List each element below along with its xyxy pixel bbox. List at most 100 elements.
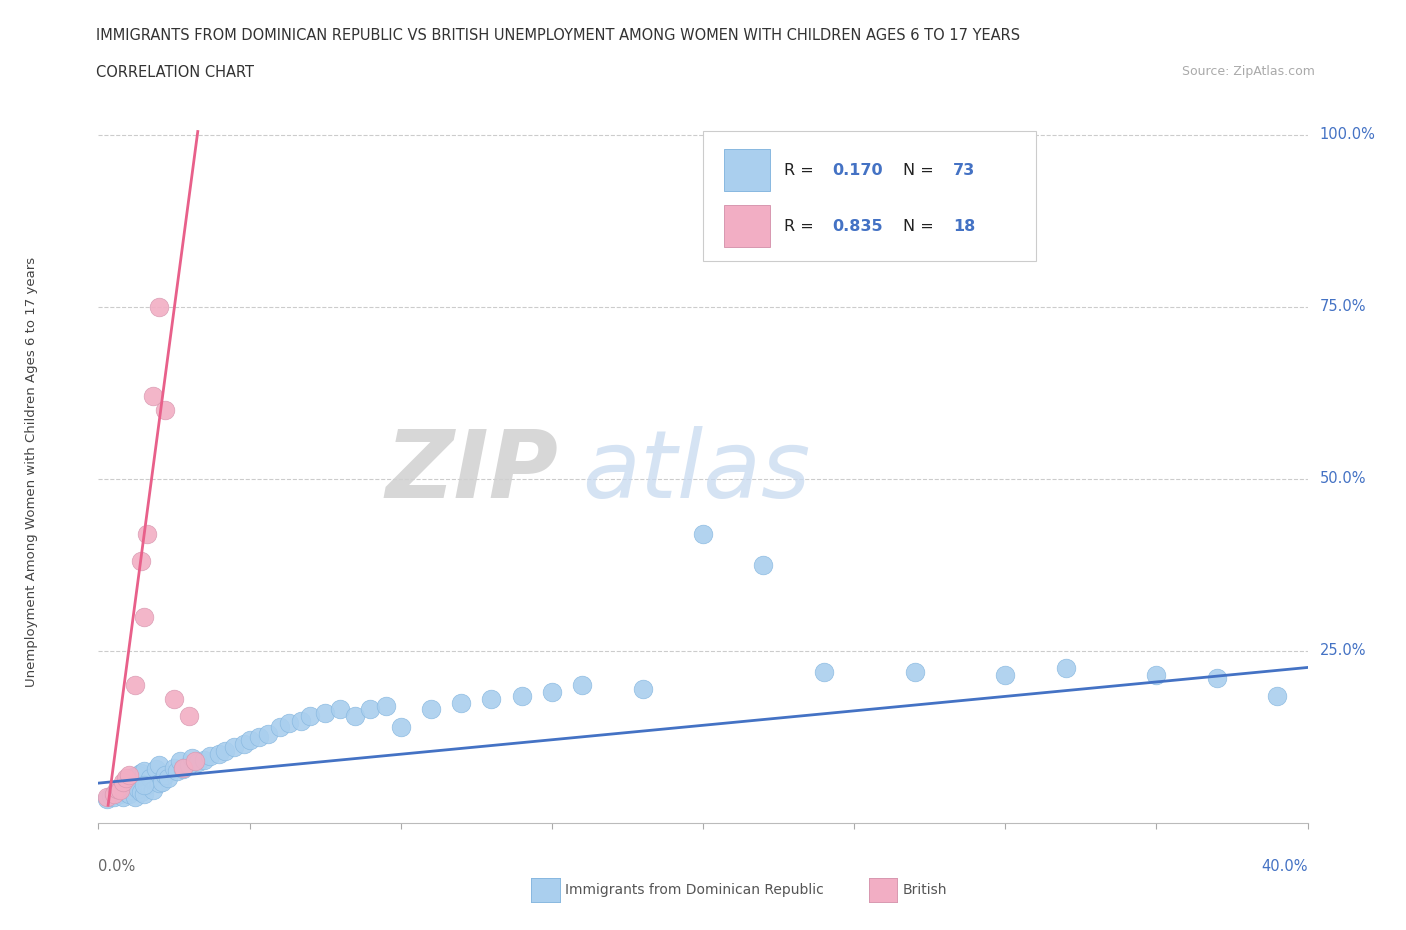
Point <box>813 664 835 679</box>
Point <box>540 684 562 699</box>
Bar <box>724 206 769 247</box>
Point <box>132 609 155 624</box>
Point <box>752 557 775 572</box>
Point <box>100 788 122 803</box>
Point <box>1265 688 1288 703</box>
Point <box>177 709 201 724</box>
Point <box>135 526 157 541</box>
Point <box>232 737 254 751</box>
Point <box>1144 668 1167 683</box>
Point <box>290 713 312 728</box>
Text: CORRELATION CHART: CORRELATION CHART <box>96 65 253 80</box>
Point <box>314 706 336 721</box>
Text: ZIP: ZIP <box>385 426 558 518</box>
Point <box>108 781 131 796</box>
Point <box>224 740 246 755</box>
Point <box>139 771 162 786</box>
Point <box>239 733 262 748</box>
Text: Source: ZipAtlas.com: Source: ZipAtlas.com <box>1181 65 1315 78</box>
Point <box>118 767 141 782</box>
Point <box>481 692 503 707</box>
Text: 0.0%: 0.0% <box>98 859 135 874</box>
Point <box>105 781 128 796</box>
Point <box>329 702 352 717</box>
Point <box>108 787 131 802</box>
Point <box>163 692 186 707</box>
Point <box>631 682 654 697</box>
Point <box>103 790 125 804</box>
Point <box>118 771 141 786</box>
Point <box>105 785 128 800</box>
Point <box>148 299 170 314</box>
Text: 100.0%: 100.0% <box>1320 127 1375 142</box>
Point <box>374 698 396 713</box>
Text: 50.0%: 50.0% <box>1320 472 1367 486</box>
Point <box>163 761 186 776</box>
Point <box>127 767 149 782</box>
Point <box>187 755 209 770</box>
Point <box>111 777 134 792</box>
Point <box>247 729 270 744</box>
Point <box>145 762 167 777</box>
Point <box>142 389 165 404</box>
Point <box>111 775 134 790</box>
Point <box>114 771 136 786</box>
Point <box>108 782 131 797</box>
Point <box>96 790 118 804</box>
Point <box>103 787 125 802</box>
Point <box>132 777 155 792</box>
Point <box>114 775 136 790</box>
Point <box>124 678 146 693</box>
Point <box>129 554 152 569</box>
Point <box>132 764 155 778</box>
Point <box>277 716 299 731</box>
Point <box>118 787 141 802</box>
Point <box>172 761 194 776</box>
Text: 0.835: 0.835 <box>832 219 883 233</box>
Point <box>156 771 179 786</box>
Text: N =: N = <box>903 163 938 178</box>
Point <box>114 785 136 800</box>
Point <box>200 748 222 763</box>
Point <box>169 753 191 768</box>
Point <box>389 719 412 734</box>
Point <box>208 747 231 762</box>
Text: British: British <box>903 883 948 897</box>
Text: IMMIGRANTS FROM DOMINICAN REPUBLIC VS BRITISH UNEMPLOYMENT AMONG WOMEN WITH CHIL: IMMIGRANTS FROM DOMINICAN REPUBLIC VS BR… <box>96 28 1019 43</box>
Point <box>142 782 165 797</box>
Point <box>193 752 215 767</box>
Text: 73: 73 <box>953 163 976 178</box>
Point <box>150 775 173 790</box>
Point <box>994 668 1017 683</box>
Text: 40.0%: 40.0% <box>1261 859 1308 874</box>
Point <box>181 751 204 765</box>
Point <box>132 787 155 802</box>
Point <box>153 767 176 782</box>
Point <box>148 757 170 772</box>
Point <box>269 719 291 734</box>
Text: Unemployment Among Women with Children Ages 6 to 17 years: Unemployment Among Women with Children A… <box>25 257 38 687</box>
Point <box>121 782 143 797</box>
Point <box>344 709 367 724</box>
Point <box>904 664 927 679</box>
Point <box>135 777 157 792</box>
Point <box>124 769 146 784</box>
Point <box>450 695 472 710</box>
Text: 75.0%: 75.0% <box>1320 299 1367 314</box>
Text: Immigrants from Dominican Republic: Immigrants from Dominican Republic <box>565 883 824 897</box>
Point <box>166 764 188 778</box>
Point <box>153 403 176 418</box>
Point <box>214 743 236 758</box>
Point <box>184 753 207 768</box>
Text: R =: R = <box>785 163 818 178</box>
Point <box>299 709 322 724</box>
Point <box>256 726 278 741</box>
Point <box>124 790 146 804</box>
Point <box>129 785 152 800</box>
Point <box>129 766 152 781</box>
Text: N =: N = <box>903 219 938 233</box>
Text: 18: 18 <box>953 219 976 233</box>
Text: atlas: atlas <box>582 427 810 517</box>
Text: 25.0%: 25.0% <box>1320 644 1367 658</box>
Point <box>148 776 170 790</box>
